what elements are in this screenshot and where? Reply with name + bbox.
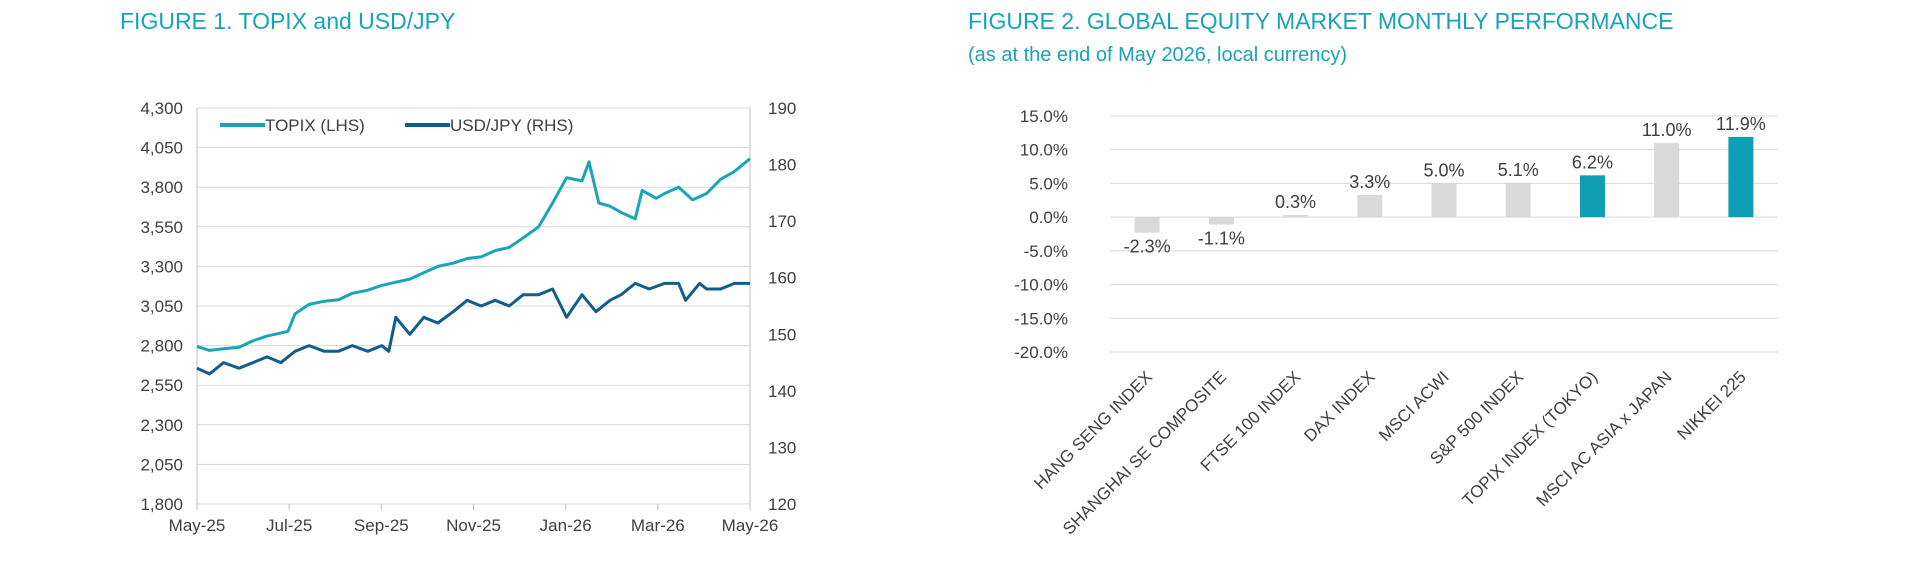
figure2-subtitle: (as at the end of May 2026, local curren… — [968, 44, 1348, 66]
category-label: MSCI ACWI — [1375, 367, 1453, 445]
category-label: NIKKEI 225 — [1673, 367, 1749, 443]
left-axis-tick-label: 2,300 — [140, 416, 183, 435]
bar — [1431, 183, 1457, 218]
y-axis-tick-label: -5.0% — [1024, 242, 1068, 261]
category-label: TOPIX INDEX (TOKYO) — [1459, 367, 1602, 510]
category-label: DAX INDEX — [1300, 367, 1378, 445]
left-axis-tick-label: 2,050 — [140, 455, 183, 474]
figure1-title: FIGURE 1. TOPIX and USD/JPY — [120, 8, 456, 34]
bar — [1728, 136, 1754, 218]
right-axis-tick-label: 190 — [768, 99, 796, 118]
legend-usdjpy-label: USD/JPY (RHS) — [450, 116, 573, 135]
y-axis-tick-label: 5.0% — [1029, 174, 1068, 193]
category-label: HANG SENG INDEX — [1030, 367, 1156, 493]
left-axis-tick-label: 3,300 — [140, 257, 183, 276]
left-axis-tick-label: 2,800 — [140, 337, 183, 356]
bar-value-label: 11.0% — [1642, 120, 1692, 140]
x-axis-tick-label: Jul-25 — [266, 516, 312, 535]
bar-value-label: 11.9% — [1716, 114, 1766, 134]
x-axis-tick-label: Jan-26 — [540, 516, 592, 535]
left-axis-tick-label: 3,050 — [140, 297, 183, 316]
bar — [1357, 194, 1383, 218]
x-axis-tick-label: Mar-26 — [631, 516, 685, 535]
y-axis-tick-label: 10.0% — [1020, 141, 1068, 160]
right-axis-tick-label: 160 — [768, 269, 796, 288]
bar-value-label: 0.3% — [1275, 192, 1316, 212]
left-axis-tick-label: 3,550 — [140, 218, 183, 237]
left-axis-tick-label: 4,300 — [140, 99, 183, 118]
right-axis-tick-label: 130 — [768, 438, 796, 457]
bar-value-label: 5.0% — [1423, 160, 1464, 180]
bar — [1134, 217, 1160, 233]
bar-value-label: 6.2% — [1572, 152, 1613, 172]
left-axis-tick-label: 2,550 — [140, 376, 183, 395]
right-axis-tick-label: 140 — [768, 382, 796, 401]
y-axis-tick-label: -15.0% — [1014, 309, 1068, 328]
bar-value-label: 5.1% — [1498, 160, 1539, 180]
bar-value-label: -2.3% — [1124, 237, 1171, 257]
bar-value-label: 3.3% — [1349, 172, 1390, 192]
y-axis-tick-label: -20.0% — [1014, 343, 1068, 362]
bar — [1505, 182, 1531, 218]
x-axis-tick-label: Nov-25 — [446, 516, 501, 535]
right-axis-tick-label: 180 — [768, 156, 796, 175]
left-axis-tick-label: 4,050 — [140, 139, 183, 158]
x-axis-tick-label: May-26 — [722, 516, 779, 535]
y-axis-tick-label: -10.0% — [1014, 276, 1068, 295]
x-axis-tick-label: Sep-25 — [354, 516, 409, 535]
legend-topix-label: TOPIX (LHS) — [265, 116, 365, 135]
figure2-title: FIGURE 2. GLOBAL EQUITY MARKET MONTHLY P… — [968, 8, 1674, 34]
bar-value-label: -1.1% — [1198, 229, 1245, 249]
right-axis-tick-label: 150 — [768, 325, 796, 344]
left-axis-tick-label: 3,800 — [140, 178, 183, 197]
topix-usdjpy-line-chart: 1,800 2,050 2,300 2,550 2,800 3,050 3,300 3,550… — [140, 99, 796, 535]
y-axis-tick-label: 0.0% — [1029, 208, 1068, 227]
bar — [1579, 175, 1605, 218]
y-axis-tick-label: 15.0% — [1020, 107, 1068, 126]
bar — [1208, 217, 1234, 225]
bar — [1283, 215, 1309, 218]
bar — [1654, 142, 1680, 218]
category-label: MSCI AC ASIA x JAPAN — [1533, 367, 1676, 510]
right-axis-tick-label: 170 — [768, 212, 796, 231]
usdjpy-series-line — [196, 281, 750, 376]
x-axis-tick-label: May-25 — [169, 516, 226, 535]
right-axis-tick-label: 120 — [768, 495, 796, 514]
left-axis-tick-label: 1,800 — [140, 495, 183, 514]
topix-series-line — [196, 157, 751, 352]
